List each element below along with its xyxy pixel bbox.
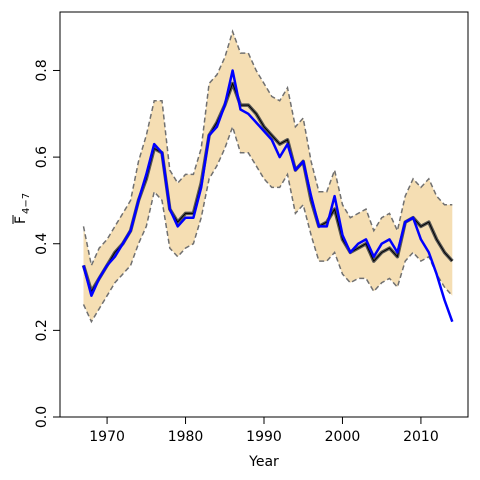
x-axis-title: Year xyxy=(248,454,279,470)
y-axis: 0.0 0.2 0.4 0.6 0.8 xyxy=(34,59,61,428)
y-tick-label: 0.0 xyxy=(34,406,50,428)
y-axis-title-subscript: 4−7 xyxy=(21,193,32,214)
x-tick-label: 2000 xyxy=(325,429,361,445)
x-tick-label: 1970 xyxy=(89,429,125,445)
y-tick-label: 0.4 xyxy=(34,233,50,255)
band-upper-line xyxy=(82,29,453,268)
y-axis-title-group: F 4−7 xyxy=(12,193,32,224)
x-tick-label: 1980 xyxy=(168,429,204,445)
band-lower-line xyxy=(82,124,453,324)
x-tick-label: 1990 xyxy=(246,429,282,445)
observed-line xyxy=(82,69,454,323)
plot-marks xyxy=(81,29,454,324)
y-tick-label: 0.6 xyxy=(34,146,50,168)
y-tick-label: 0.8 xyxy=(34,59,50,81)
x-axis: 1970 1980 1990 2000 2010 xyxy=(89,416,439,445)
y-axis-title: F xyxy=(13,216,29,224)
x-tick-label: 2010 xyxy=(403,429,439,445)
y-tick-label: 0.2 xyxy=(34,319,50,341)
confidence-band xyxy=(83,31,453,322)
